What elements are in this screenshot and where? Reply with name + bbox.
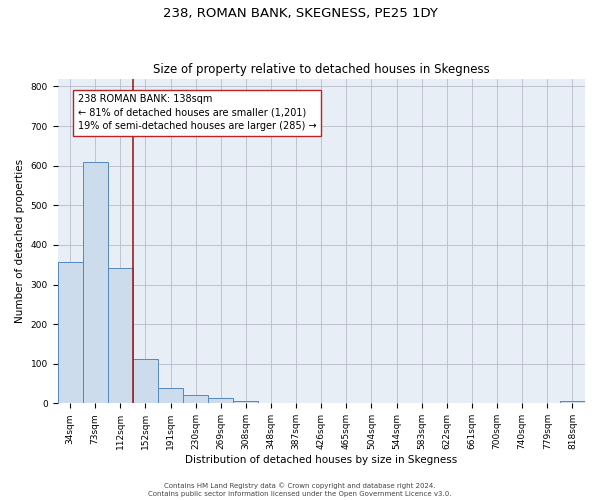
Bar: [58, 262, 83, 404]
Bar: [183, 394, 208, 404]
Text: Contains public sector information licensed under the Open Government Licence v3: Contains public sector information licen…: [148, 491, 452, 497]
Title: Size of property relative to detached houses in Skegness: Size of property relative to detached ho…: [153, 63, 490, 76]
Text: 238, ROMAN BANK, SKEGNESS, PE25 1DY: 238, ROMAN BANK, SKEGNESS, PE25 1DY: [163, 8, 437, 20]
X-axis label: Distribution of detached houses by size in Skegness: Distribution of detached houses by size …: [185, 455, 457, 465]
Bar: [208, 398, 233, 404]
Bar: [233, 402, 259, 404]
Bar: [560, 402, 585, 404]
Text: Contains HM Land Registry data © Crown copyright and database right 2024.: Contains HM Land Registry data © Crown c…: [164, 482, 436, 489]
Text: 238 ROMAN BANK: 138sqm
← 81% of detached houses are smaller (1,201)
19% of semi-: 238 ROMAN BANK: 138sqm ← 81% of detached…: [77, 94, 316, 131]
Bar: [133, 358, 158, 404]
Bar: [83, 162, 108, 404]
Bar: [158, 388, 183, 404]
Y-axis label: Number of detached properties: Number of detached properties: [15, 159, 25, 323]
Bar: [108, 268, 133, 404]
